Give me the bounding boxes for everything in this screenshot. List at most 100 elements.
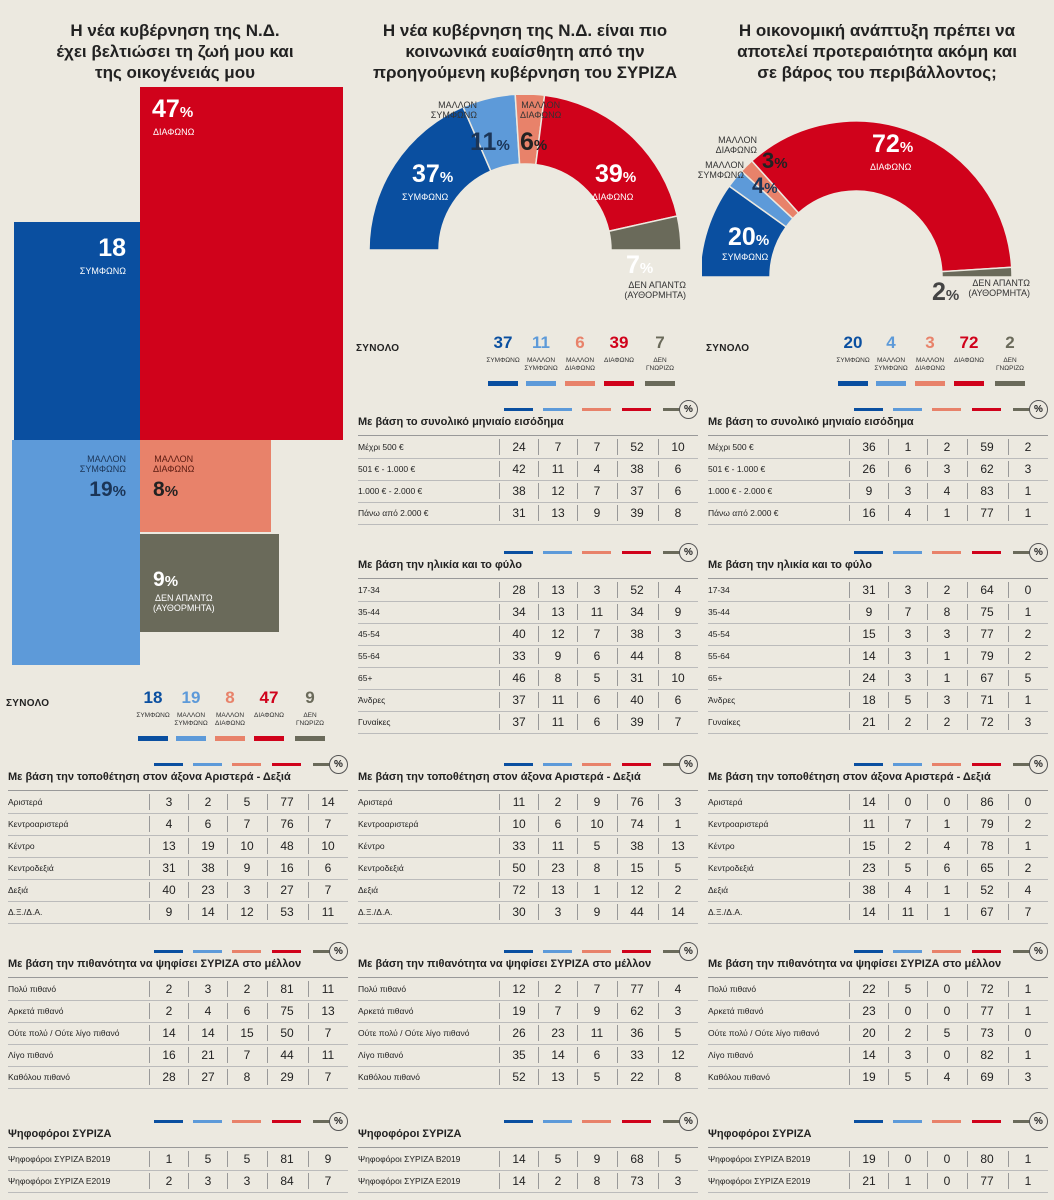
cell-divider bbox=[1008, 483, 1009, 499]
totals-label: ΣΥΝΟΛΟ bbox=[356, 343, 400, 354]
totals-row: ΣΥΝΟΛΟ 37 ΣΥΜΦΩΝΩ 11 ΜΑΛΛΟΝ ΣΥΜΦΩΝΩ 6 ΜΑΛΛΟΝ Δ… bbox=[356, 333, 696, 397]
table-section: Με βάση την πιθανότητα να ψηφίσει ΣΥΡΙΖΑ… bbox=[358, 942, 698, 1089]
value-number: 9 bbox=[153, 568, 165, 591]
cell-divider bbox=[888, 483, 889, 499]
value-label: 39% bbox=[595, 162, 636, 187]
section-title: Ψηφοφόροι ΣΥΡΙΖΑ bbox=[708, 1123, 1048, 1148]
cell-divider bbox=[617, 904, 618, 920]
cell-divider bbox=[967, 1173, 968, 1189]
cell-divider bbox=[149, 904, 150, 920]
totals-value: 47 bbox=[259, 688, 279, 707]
cell-value: 38 bbox=[630, 839, 644, 853]
cell-divider bbox=[538, 714, 539, 730]
cell-value: 5 bbox=[204, 1152, 212, 1166]
cell-value: 7 bbox=[324, 1026, 332, 1040]
cell-value: 10 bbox=[512, 817, 526, 831]
cell-divider bbox=[188, 1047, 189, 1063]
table-section: Ψηφοφόροι ΣΥΡΙΖΑ% Ψηφοφόροι ΣΥΡΙΖΑ Β2019 1… bbox=[8, 1112, 348, 1193]
totals-value: 9 bbox=[305, 688, 315, 707]
table-section: Με βάση την ηλικία και το φύλο% 17-34 28 13… bbox=[358, 543, 698, 734]
row-label: Δ.Ξ./Δ.Α. bbox=[358, 907, 393, 917]
cell-divider bbox=[267, 1069, 268, 1085]
cell-divider bbox=[149, 1025, 150, 1041]
cell-divider bbox=[849, 1003, 850, 1019]
cell-value: 6 bbox=[593, 1048, 601, 1062]
cell-divider bbox=[188, 1151, 189, 1167]
category-label: ΜΑΛΛΟΝ ΣΥΜΦΩΝΩ bbox=[697, 160, 744, 180]
cell-divider bbox=[849, 794, 850, 810]
column-marker bbox=[313, 763, 342, 766]
cell-divider bbox=[149, 1069, 150, 1085]
cell-divider bbox=[188, 794, 189, 810]
cell-value: 11 bbox=[590, 1026, 604, 1040]
totals-col-label: ΣΥΜΦΩΝΩ bbox=[136, 712, 170, 719]
percent-badge: % bbox=[1029, 942, 1048, 961]
cell-divider bbox=[927, 604, 928, 620]
percent-sign: % bbox=[496, 137, 510, 154]
cell-value: 52 bbox=[630, 583, 644, 597]
cell-value: 1 bbox=[943, 671, 951, 685]
table-section: Ψηφοφόροι ΣΥΡΙΖΑ% Ψηφοφόροι ΣΥΡΙΖΑ Β2019 1… bbox=[358, 1112, 698, 1193]
cell-value: 73 bbox=[630, 1174, 644, 1188]
cell-value: 24 bbox=[512, 440, 526, 454]
column-marker bbox=[504, 950, 533, 953]
cell-divider bbox=[267, 1173, 268, 1189]
cell-value: 8 bbox=[674, 506, 682, 520]
legend-swatch bbox=[838, 381, 868, 386]
cell-divider bbox=[967, 626, 968, 642]
totals-value: 19 bbox=[181, 688, 201, 707]
table-section: Ψηφοφόροι ΣΥΡΙΖΑ% Ψηφοφόροι ΣΥΡΙΖΑ Β2019 1… bbox=[708, 1112, 1048, 1193]
cell-divider bbox=[849, 648, 850, 664]
table-row: Καθόλου πιθανό 52 13 5 22 8 bbox=[358, 1066, 698, 1089]
table-row: Δεξιά 38 4 1 52 4 bbox=[708, 879, 1048, 902]
cell-value: 14 bbox=[512, 1174, 526, 1188]
table-section: Με βάση το συνολικό μηνιαίο εισόδημα% Μέχ… bbox=[708, 400, 1048, 525]
cell-value: 1 bbox=[674, 817, 682, 831]
cell-divider bbox=[888, 1025, 889, 1041]
cell-divider bbox=[577, 816, 578, 832]
cell-value: 6 bbox=[674, 462, 682, 476]
cell-divider bbox=[658, 794, 659, 810]
cell-divider bbox=[888, 904, 889, 920]
cell-divider bbox=[267, 816, 268, 832]
cell-value: 1 bbox=[1024, 484, 1032, 498]
cell-value: 13 bbox=[551, 1070, 565, 1084]
cell-divider bbox=[577, 692, 578, 708]
table-row: Πάνω από 2.000 € 31 13 9 39 8 bbox=[358, 502, 698, 525]
column-marker bbox=[1013, 408, 1042, 411]
column-marker bbox=[313, 950, 342, 953]
category-label: ΔΕΝ ΑΠΑΝΤΩ (ΑΥΘΟΡΜΗΤΑ) bbox=[968, 278, 1030, 298]
cell-divider bbox=[888, 604, 889, 620]
cell-divider bbox=[308, 838, 309, 854]
cell-value: 2 bbox=[1024, 649, 1032, 663]
cell-value: 7 bbox=[554, 440, 562, 454]
cell-divider bbox=[1008, 692, 1009, 708]
cell-divider bbox=[967, 1003, 968, 1019]
totals-value: 18 bbox=[143, 688, 163, 707]
cell-value: 3 bbox=[593, 583, 601, 597]
mosaic-block-agree bbox=[14, 222, 140, 440]
cell-divider bbox=[617, 692, 618, 708]
column-marker bbox=[504, 408, 533, 411]
cell-divider bbox=[967, 816, 968, 832]
cell-value: 73 bbox=[980, 1026, 994, 1040]
legend-swatch bbox=[176, 736, 206, 741]
table-row: Ψηφοφόροι ΣΥΡΙΖΑ Ε2019 21 1 0 77 1 bbox=[708, 1170, 1048, 1193]
cell-value: 6 bbox=[904, 462, 912, 476]
cell-divider bbox=[888, 714, 889, 730]
cell-divider bbox=[499, 604, 500, 620]
panel2-title: Η νέα κυβέρνηση της Ν.Δ. είναι πιο κοινω… bbox=[350, 20, 700, 83]
cell-value: 83 bbox=[980, 484, 994, 498]
table-row: 45-54 15 3 3 77 2 bbox=[708, 623, 1048, 646]
cell-divider bbox=[967, 838, 968, 854]
cell-divider bbox=[927, 816, 928, 832]
column-marker bbox=[1013, 1120, 1042, 1123]
cell-value: 5 bbox=[904, 693, 912, 707]
row-label: Πολύ πιθανό bbox=[358, 984, 407, 994]
value-number: 6 bbox=[520, 128, 534, 156]
row-label: 55-64 bbox=[708, 651, 730, 661]
row-label: Πάνω από 2.000 € bbox=[708, 508, 779, 518]
cell-value: 9 bbox=[865, 605, 873, 619]
cell-value: 9 bbox=[593, 1004, 601, 1018]
row-label: Ψηφοφόροι ΣΥΡΙΖΑ Ε2019 bbox=[358, 1176, 461, 1186]
